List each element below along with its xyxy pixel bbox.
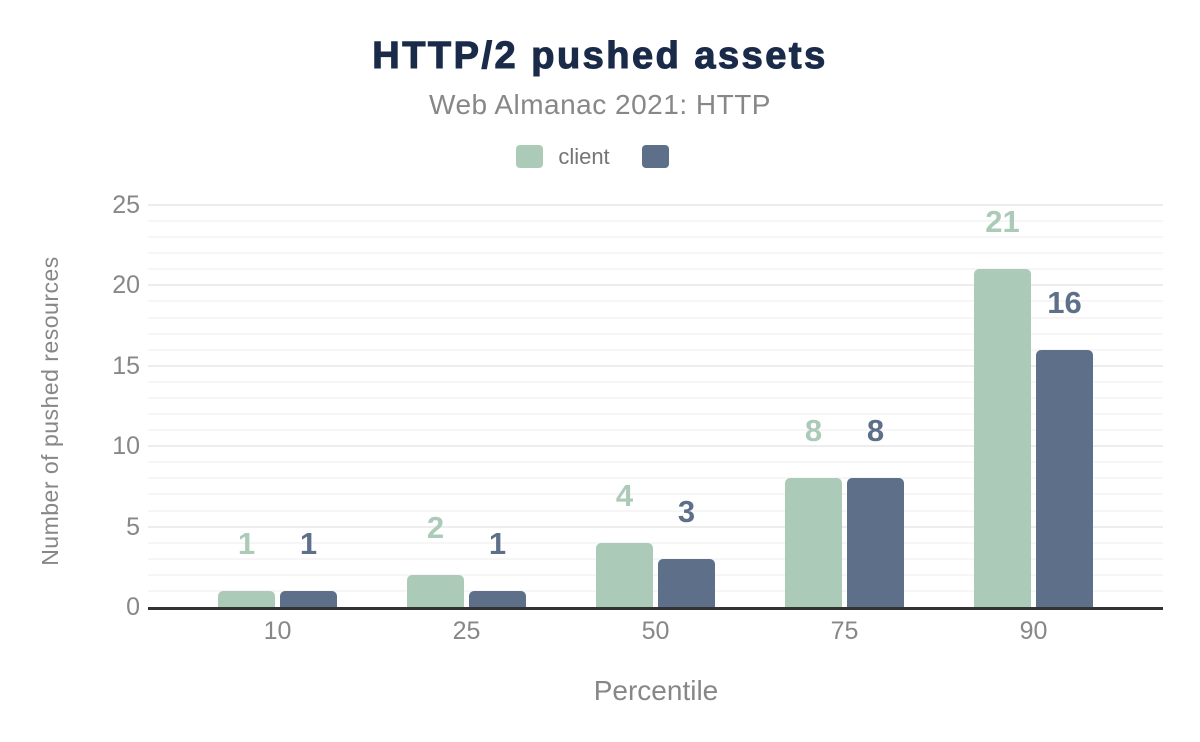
minor-gridline: [148, 429, 1163, 432]
bar-value-label: 16: [1047, 284, 1082, 320]
minor-gridline: [148, 493, 1163, 496]
major-gridline: [148, 445, 1163, 448]
minor-gridline: [148, 220, 1163, 223]
legend-item-client[interactable]: client: [516, 143, 610, 169]
plot-area: 1 1 2 1 4 3 8 8 21 16: [148, 204, 1163, 610]
bar-client-p50[interactable]: [596, 542, 653, 607]
minor-gridline: [148, 541, 1163, 544]
bar-client-p90[interactable]: [974, 269, 1031, 607]
major-gridline: [148, 364, 1163, 367]
minor-gridline: [148, 396, 1163, 399]
x-tick-label: 25: [452, 617, 481, 645]
bar-value-label: 1: [488, 525, 507, 561]
minor-gridline: [148, 268, 1163, 271]
y-tick-label: 20: [112, 271, 140, 300]
legend-swatch: [516, 144, 544, 168]
chart-title: HTTP/2 pushed assets: [372, 34, 828, 77]
legend: client: [0, 142, 1200, 170]
x-tick-label: 90: [1019, 617, 1048, 645]
bar-value-label: 21: [985, 204, 1020, 240]
bar-series2-p10[interactable]: [280, 590, 337, 607]
bar-value-label: 2: [426, 509, 445, 545]
x-axis-title: Percentile: [593, 675, 719, 706]
minor-gridline: [148, 461, 1163, 464]
legend-item-unnamed[interactable]: [641, 144, 684, 168]
minor-gridline: [148, 573, 1163, 576]
bar-series2-p90[interactable]: [1036, 349, 1093, 607]
minor-gridline: [148, 332, 1163, 335]
bar-client-p10[interactable]: [218, 590, 275, 607]
bar-value-label: 8: [804, 413, 823, 449]
major-gridline: [148, 284, 1163, 287]
minor-gridline: [148, 477, 1163, 480]
minor-gridline: [148, 252, 1163, 255]
x-tick-label: 75: [830, 617, 859, 645]
y-tick-label: 25: [112, 191, 140, 219]
bar-client-p25[interactable]: [407, 574, 464, 607]
legend-swatch: [641, 144, 669, 168]
x-tick-label: 50: [641, 617, 670, 645]
y-tick-label: 5: [126, 512, 140, 541]
y-tick-label: 15: [112, 351, 140, 380]
minor-gridline: [148, 316, 1163, 319]
minor-gridline: [148, 348, 1163, 351]
y-tick-label: 0: [126, 593, 140, 621]
legend-label: client: [558, 143, 610, 169]
y-tick-label: 10: [112, 432, 140, 461]
bar-value-label: 1: [237, 525, 256, 561]
bar-client-p75[interactable]: [785, 478, 842, 607]
major-gridline: [148, 525, 1163, 528]
chart-subtitle: Web Almanac 2021: HTTP: [429, 89, 771, 120]
bar-value-label: 1: [299, 525, 318, 561]
minor-gridline: [148, 236, 1163, 239]
bar-series2-p50[interactable]: [658, 558, 715, 607]
x-tick-label: 10: [263, 617, 292, 645]
minor-gridline: [148, 509, 1163, 512]
bar-value-label: 3: [677, 493, 696, 529]
major-gridline: [148, 204, 1163, 206]
minor-gridline: [148, 300, 1163, 303]
bar-series2-p25[interactable]: [469, 590, 526, 607]
minor-gridline: [148, 557, 1163, 560]
bar-series2-p75[interactable]: [847, 478, 904, 607]
bar-value-label: 4: [615, 477, 634, 513]
minor-gridline: [148, 589, 1163, 592]
minor-gridline: [148, 380, 1163, 383]
bar-value-label: 8: [866, 413, 885, 449]
minor-gridline: [148, 413, 1163, 416]
